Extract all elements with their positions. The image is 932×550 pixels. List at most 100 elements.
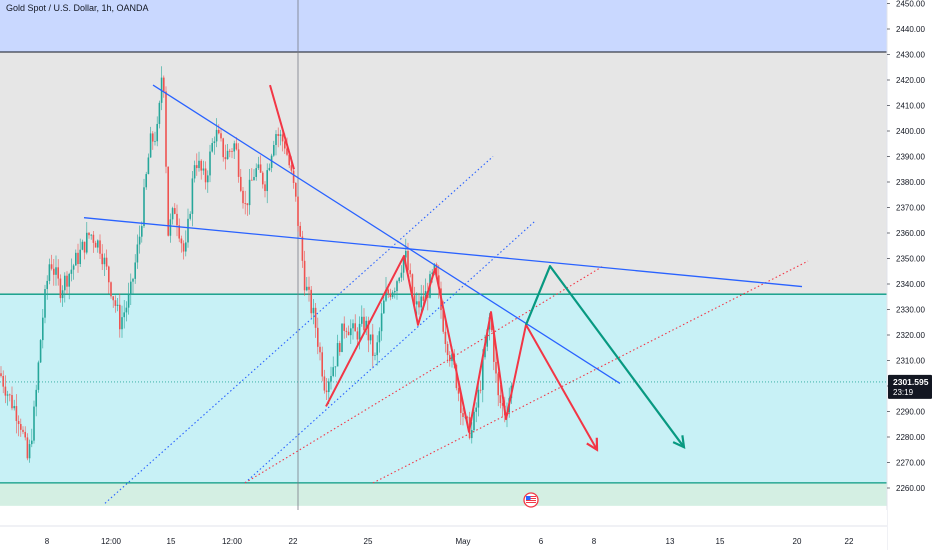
candle-body bbox=[339, 343, 341, 352]
candle-body bbox=[145, 174, 147, 188]
time-axis[interactable]: 8 12:00 15 12:00 22 25 May 6 8 13 15 20 22 bbox=[0, 510, 887, 550]
candle-body bbox=[77, 252, 79, 265]
candle-body bbox=[314, 307, 317, 328]
candle-body bbox=[226, 150, 229, 160]
chart-title: Gold Spot / U.S. Dollar, 1h, OANDA bbox=[6, 3, 149, 13]
candle-body bbox=[167, 166, 169, 236]
price-tick-label: 2360.00 bbox=[896, 229, 925, 238]
candle-body bbox=[462, 412, 464, 417]
price-tick-label: 2350.00 bbox=[896, 255, 925, 264]
candle-body bbox=[70, 269, 73, 274]
candle-body bbox=[0, 373, 2, 376]
candle-body bbox=[306, 286, 308, 291]
time-tick-label: 6 bbox=[539, 537, 544, 546]
candle-body bbox=[207, 175, 209, 183]
candle-body bbox=[446, 344, 449, 356]
horizontal-levels bbox=[0, 51, 887, 484]
price-tick-label: 2400.00 bbox=[896, 127, 925, 136]
candle-body bbox=[202, 168, 205, 171]
current-price-label: 2301.595 bbox=[893, 377, 929, 387]
time-tick-label: 20 bbox=[793, 537, 802, 546]
candle-body bbox=[288, 154, 290, 166]
candle-body bbox=[422, 296, 425, 301]
candle-body bbox=[86, 232, 88, 253]
candle-body bbox=[31, 440, 33, 445]
candle-body bbox=[158, 102, 161, 124]
candle-body bbox=[163, 77, 165, 92]
candle-body bbox=[471, 430, 473, 439]
candle-body bbox=[248, 179, 251, 206]
candle-body bbox=[259, 164, 262, 173]
candle-body bbox=[37, 362, 40, 390]
candle-body bbox=[81, 241, 84, 250]
candle-body bbox=[286, 148, 288, 155]
candle-body bbox=[457, 388, 460, 394]
candle-body bbox=[442, 310, 444, 332]
time-tick-label: 8 bbox=[592, 537, 597, 546]
candle-body bbox=[413, 295, 416, 305]
candle-body bbox=[380, 313, 383, 332]
candle-body bbox=[72, 265, 75, 270]
candle-body bbox=[409, 270, 411, 275]
time-axis-bg bbox=[0, 510, 887, 550]
candle-body bbox=[262, 172, 264, 185]
candle-body bbox=[365, 320, 367, 331]
price-tick-label: 2430.00 bbox=[896, 51, 925, 60]
price-tick-label: 2280.00 bbox=[896, 433, 925, 442]
time-tick-label: 12:00 bbox=[101, 537, 122, 546]
candle-body bbox=[301, 236, 304, 261]
price-tick-label: 2380.00 bbox=[896, 178, 925, 187]
time-tick-label: May bbox=[455, 537, 470, 546]
candle-body bbox=[92, 234, 95, 243]
candle-body bbox=[138, 236, 141, 245]
candle-body bbox=[367, 320, 370, 341]
countdown-label: 23:19 bbox=[893, 388, 914, 397]
price-axis[interactable]: 2260.002270.002280.002290.002300.002310.… bbox=[886, 0, 932, 550]
candle-body bbox=[350, 328, 352, 336]
flag-stripe bbox=[526, 498, 536, 499]
candle-body bbox=[317, 327, 319, 347]
candle-body bbox=[48, 264, 51, 281]
upper-resistance-zone bbox=[0, 0, 887, 52]
time-tick-label: 22 bbox=[289, 537, 298, 546]
candle-body bbox=[231, 151, 233, 152]
candle-body bbox=[290, 165, 293, 171]
candle-body bbox=[391, 292, 394, 298]
candle-body bbox=[22, 429, 24, 432]
candle-body bbox=[189, 213, 191, 219]
lower-zone bbox=[0, 482, 887, 506]
candle-body bbox=[501, 403, 504, 406]
candle-body bbox=[424, 291, 427, 301]
candle-body bbox=[497, 373, 499, 396]
candle-body bbox=[356, 331, 359, 340]
candle-body bbox=[108, 266, 110, 283]
time-tick-label: 25 bbox=[364, 537, 373, 546]
candle-body bbox=[42, 317, 44, 341]
time-tick-label: 15 bbox=[167, 537, 176, 546]
candle-body bbox=[17, 420, 20, 425]
candle-body bbox=[376, 342, 378, 356]
arrow-head-red bbox=[586, 437, 599, 452]
price-tick-label: 2310.00 bbox=[896, 357, 925, 366]
candle-body bbox=[2, 375, 4, 387]
candle-body bbox=[105, 257, 108, 267]
candle-body bbox=[336, 343, 339, 367]
arrow-head-green bbox=[672, 435, 686, 450]
candle-body bbox=[235, 143, 238, 150]
candle-body bbox=[200, 160, 202, 171]
candle-body bbox=[431, 272, 433, 275]
candle-body bbox=[165, 91, 167, 167]
candle-body bbox=[75, 252, 77, 266]
candle-body bbox=[220, 133, 222, 139]
candle-body bbox=[484, 346, 486, 358]
candle-body bbox=[411, 274, 414, 296]
candle-body bbox=[61, 290, 64, 299]
candle-body bbox=[240, 176, 242, 191]
candle-body bbox=[354, 323, 356, 332]
candle-body bbox=[310, 289, 312, 314]
price-tick-label: 2320.00 bbox=[896, 331, 925, 340]
candle-body bbox=[475, 407, 477, 412]
price-tick-label: 2370.00 bbox=[896, 204, 925, 213]
candle-body bbox=[343, 323, 345, 331]
